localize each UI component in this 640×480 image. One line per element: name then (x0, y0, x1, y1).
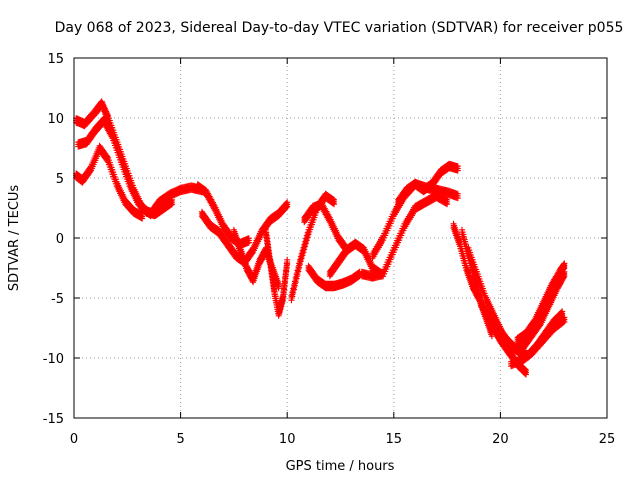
y-tick-label: 0 (56, 232, 64, 247)
data-point-marker (303, 237, 310, 244)
data-point-marker (275, 285, 282, 292)
data-point-marker (299, 252, 306, 259)
y-tick-label: 15 (47, 52, 64, 67)
data-series (262, 226, 291, 319)
tick-layer: 0 5 10 15 20 25 -15 -10 -5 0 5 10 15 (43, 52, 616, 447)
data-point-marker (302, 243, 309, 250)
data-point-marker (295, 268, 302, 275)
data-series (75, 115, 176, 220)
data-point-marker (284, 261, 291, 268)
data-point-marker (284, 203, 291, 210)
data-point-marker (87, 168, 94, 175)
data-point-marker (300, 249, 307, 256)
x-tick-label: 0 (70, 432, 78, 447)
data-point-marker (290, 290, 297, 296)
data-point-marker (298, 255, 305, 262)
data-point-marker (297, 258, 304, 265)
data-series (73, 142, 146, 222)
data-points (73, 98, 568, 378)
data-series (305, 262, 363, 292)
y-tick-label: -15 (43, 412, 64, 427)
y-tick-label: 10 (47, 112, 64, 127)
x-tick-label: 15 (386, 432, 403, 447)
data-point-marker (139, 215, 146, 222)
data-series (514, 260, 568, 346)
data-point-marker (291, 286, 298, 293)
x-tick-label: 25 (599, 432, 616, 447)
x-axis-label: GPS time / hours (286, 459, 395, 474)
data-point-marker (296, 264, 303, 271)
data-point-marker (169, 201, 176, 208)
y-tick-label: 5 (56, 172, 64, 187)
data-point-marker (296, 261, 303, 268)
data-series (301, 199, 350, 256)
x-tick-label: 5 (176, 432, 184, 447)
data-series (198, 199, 291, 268)
x-tick-label: 20 (492, 432, 509, 447)
data-point-marker (245, 239, 252, 246)
y-tick-label: -5 (51, 292, 64, 307)
data-point-marker (294, 272, 301, 278)
chart-title: Day 068 of 2023, Sidereal Day-to-day VTE… (55, 20, 624, 36)
y-tick-label: -10 (43, 352, 64, 367)
data-point-marker (293, 275, 300, 282)
y-axis-label: SDTVAR / TECUs (7, 185, 22, 292)
data-point-marker (289, 293, 296, 300)
data-point-marker (304, 234, 311, 241)
data-point-marker (331, 201, 338, 208)
data-series (369, 178, 461, 262)
data-series (194, 181, 252, 250)
data-point-marker (292, 279, 299, 286)
x-tick-label: 10 (279, 432, 296, 447)
data-point-marker (291, 282, 298, 289)
data-point-marker (168, 201, 175, 208)
data-point-marker (301, 246, 308, 253)
data-point-marker (283, 204, 290, 211)
data-point-marker (288, 297, 295, 304)
data-point-marker (302, 240, 309, 247)
